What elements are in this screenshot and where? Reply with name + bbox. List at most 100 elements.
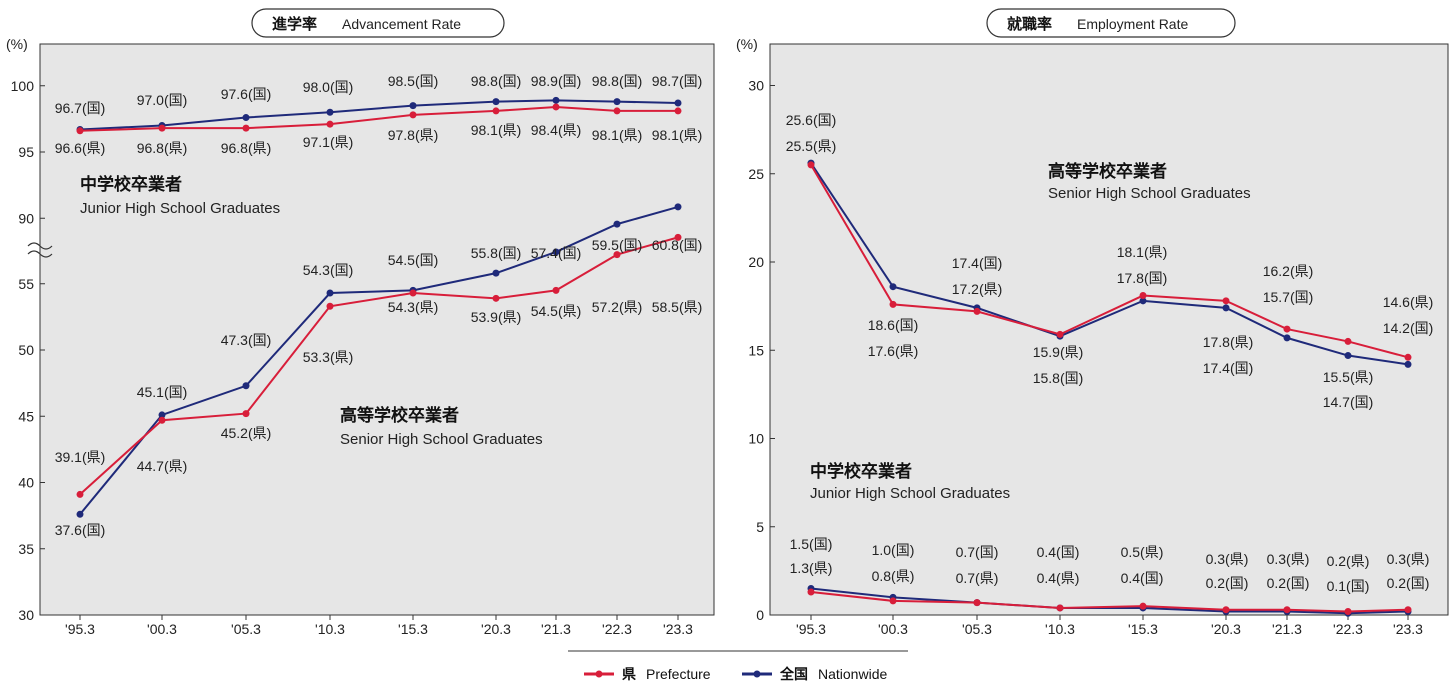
- right-x-tick-label: '05.3: [962, 621, 992, 637]
- left-series-point: [552, 286, 560, 294]
- left-x-tick-label: '00.3: [147, 621, 177, 637]
- right-data-label: 15.9(県): [1033, 344, 1084, 360]
- left-data-label: 98.7(国): [652, 73, 703, 89]
- left-series-point: [492, 294, 500, 302]
- left-data-label: 97.8(県): [388, 127, 439, 143]
- right-series-point: [889, 300, 897, 308]
- left-data-label: 44.7(県): [137, 458, 188, 474]
- left-data-label: 96.6(県): [55, 140, 106, 156]
- right-data-label: 0.2(県): [1327, 553, 1370, 569]
- left-series-point: [326, 108, 334, 116]
- left-data-label: 98.1(県): [652, 127, 703, 143]
- left-series-point: [158, 411, 166, 419]
- right-data-label: 15.7(国): [1263, 289, 1314, 305]
- right-series-point: [1139, 602, 1147, 610]
- right-data-label: 0.7(県): [956, 570, 999, 586]
- right-y-tick-label: 25: [748, 166, 764, 182]
- left-y-tick-label: 30: [18, 607, 34, 623]
- left-data-label: 98.8(国): [592, 73, 643, 89]
- left-shs-label-jp: 高等学校卒業者: [340, 405, 459, 425]
- left-series-point: [674, 233, 682, 241]
- left-y-tick-label: 100: [11, 78, 35, 94]
- right-chart: 就職率 Employment Rate (%) 0 5 10 15 20 25 30 '95…: [736, 8, 1449, 637]
- right-shs-label-jp: 高等学校卒業者: [1048, 161, 1167, 181]
- right-series-point: [1404, 606, 1412, 614]
- right-data-label: 17.8(県): [1203, 334, 1254, 350]
- left-jhs-label-en: Junior High School Graduates: [80, 200, 280, 217]
- right-data-label: 1.5(国): [790, 536, 833, 552]
- right-data-label: 17.2(県): [952, 281, 1003, 297]
- left-series-point: [492, 269, 500, 277]
- left-data-label: 96.8(県): [221, 140, 272, 156]
- right-series-point: [1404, 360, 1412, 368]
- right-data-label: 0.3(県): [1267, 551, 1310, 567]
- left-data-label: 54.5(国): [388, 252, 439, 268]
- left-series-point: [552, 248, 560, 256]
- legend-nationwide-marker: [753, 670, 761, 678]
- left-x-ticks: '95.3 '00.3 '05.3 '10.3 '15.3 '20.3 '21.3 '22.3…: [65, 615, 693, 637]
- left-x-tick-label: '15.3: [398, 621, 428, 637]
- left-data-label: 96.7(国): [55, 100, 106, 116]
- left-data-label: 98.0(国): [303, 79, 354, 95]
- right-unit-label: (%): [736, 36, 758, 52]
- left-data-label: 60.8(国): [652, 237, 703, 253]
- left-series-point: [674, 107, 682, 115]
- left-series-point: [76, 510, 84, 518]
- right-series-point: [807, 161, 815, 169]
- left-series: [76, 96, 682, 518]
- left-y-tick-label: 90: [18, 210, 34, 226]
- right-series-point: [1283, 606, 1291, 614]
- left-series-point: [76, 490, 84, 498]
- legend: 県 Prefecture 全国 Nationwide: [568, 650, 908, 682]
- right-x-tick-label: '95.3: [796, 621, 826, 637]
- right-jhs-label-en: Junior High School Graduates: [810, 485, 1010, 502]
- left-series-point: [409, 102, 417, 110]
- left-data-label: 98.1(県): [592, 127, 643, 143]
- right-x-tick-label: '00.3: [878, 621, 908, 637]
- left-data-label: 45.1(国): [137, 384, 188, 400]
- right-data-label: 17.6(県): [868, 343, 919, 359]
- right-x-tick-label: '15.3: [1128, 621, 1158, 637]
- left-x-tick-label: '95.3: [65, 621, 95, 637]
- right-x-tick-label: '22.3: [1333, 621, 1363, 637]
- right-series-point: [807, 588, 815, 596]
- right-series-point: [1344, 607, 1352, 615]
- left-data-label: 97.1(県): [303, 134, 354, 150]
- left-shs-label-en: Senior High School Graduates: [340, 431, 543, 448]
- right-data-label: 0.2(国): [1267, 575, 1310, 591]
- right-data-label: 0.2(国): [1206, 575, 1249, 591]
- right-data-label: 0.5(県): [1121, 544, 1164, 560]
- right-title-box: [986, 8, 1236, 38]
- left-series-point: [613, 220, 621, 228]
- right-title-jp: 就職率: [1007, 15, 1052, 33]
- left-y-ticks: 30 35 40 45 50 55 90 95 100: [11, 78, 45, 623]
- left-series-point: [613, 98, 621, 106]
- right-data-label: 1.0(国): [872, 542, 915, 558]
- right-y-tick-label: 0: [756, 607, 764, 623]
- legend-prefecture-en: Prefecture: [646, 666, 711, 682]
- left-data-label: 55.8(国): [471, 245, 522, 261]
- right-data-label: 0.8(県): [872, 568, 915, 584]
- left-x-tick-label: '22.3: [602, 621, 632, 637]
- right-series-point: [973, 599, 981, 607]
- left-data-label: 98.8(国): [471, 73, 522, 89]
- left-series-point: [76, 127, 84, 135]
- right-y-tick-label: 20: [748, 254, 764, 270]
- right-data-label: 0.4(県): [1037, 570, 1080, 586]
- left-data-label: 47.3(国): [221, 332, 272, 348]
- right-data-label: 0.3(県): [1387, 551, 1430, 567]
- right-data-labels: 25.6(国) 25.5(県) 18.6(国) 17.6(県) 17.4(国) 17.2(…: [786, 112, 1434, 594]
- left-series-point: [242, 114, 250, 122]
- right-y-tick-label: 15: [748, 342, 764, 358]
- right-data-label: 0.4(国): [1037, 544, 1080, 560]
- left-series-point: [492, 98, 500, 106]
- right-series-point: [1344, 352, 1352, 360]
- right-series-point: [889, 597, 897, 605]
- left-data-label: 54.3(県): [388, 299, 439, 315]
- legend-prefecture-jp: 県: [622, 666, 636, 682]
- right-series-point: [1222, 304, 1230, 312]
- left-data-label: 98.1(県): [471, 122, 522, 138]
- right-series: [807, 159, 1412, 617]
- left-x-tick-label: '10.3: [315, 621, 345, 637]
